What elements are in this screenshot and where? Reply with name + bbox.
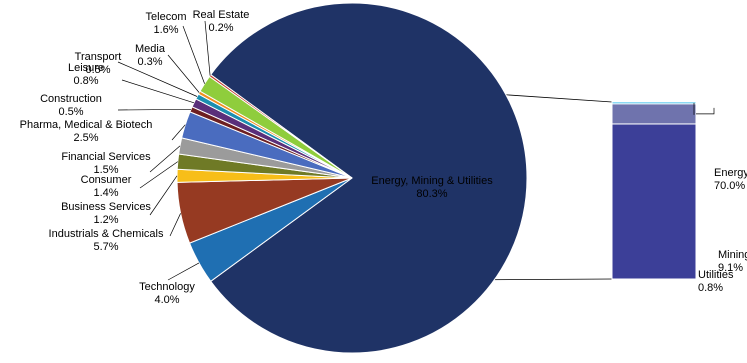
slice-label-industrials-chemicals-name: Industrials & Chemicals	[49, 228, 164, 240]
slice-label-energy-mining-utilities-value: 80.3%	[416, 188, 447, 200]
slice-label-real-estate-name: Real Estate	[193, 9, 250, 21]
slice-label-energy-mining-utilities-name: Energy, Mining & Utilities	[371, 175, 493, 187]
segment-label-mining-value: 9.1%	[718, 262, 743, 274]
slice-label-financial-services-value: 1.5%	[93, 164, 118, 176]
leader-line-pharma-medical-biotech	[171, 124, 186, 141]
segment-label-mining-name: Mining	[718, 249, 747, 261]
slice-label-telecom-value: 1.6%	[153, 24, 178, 36]
slice-label-transport-value: 0.5%	[85, 64, 110, 76]
leader-line-construction	[117, 108, 192, 111]
slice-label-pharma-medical-biotech-value: 2.5%	[73, 132, 98, 144]
leader-line-telecom	[182, 25, 205, 84]
leader-line-industrials-chemicals	[169, 213, 181, 237]
slice-label-financial-services-name: Financial Services	[61, 151, 151, 163]
slice-label-technology-value: 4.0%	[154, 294, 179, 306]
leader-line-leisure	[121, 79, 195, 104]
leader-line-mining	[696, 107, 715, 115]
leader-line-business-services	[149, 175, 178, 216]
pie	[176, 2, 528, 354]
pie-slice-energy-mining-utilities	[210, 2, 528, 354]
slice-label-telecom-name: Telecom	[146, 11, 187, 23]
slice-label-technology-name: Technology	[139, 281, 195, 293]
slice-label-leisure-value: 0.8%	[73, 75, 98, 87]
stacked-bar	[611, 101, 697, 280]
slice-label-leisure-name: Leisure	[68, 62, 104, 74]
leader-line-transport	[117, 61, 198, 97]
slice-label-pharma-medical-biotech-name: Pharma, Medical & Biotech	[20, 119, 153, 131]
slice-label-industrials-chemicals-value: 5.7%	[93, 241, 118, 253]
segment-label-energy-name: Energy	[714, 167, 747, 179]
leader-line-media	[167, 54, 200, 93]
leader-lines	[117, 20, 715, 281]
leader-line-technology	[167, 262, 200, 281]
slice-label-media-name: Media	[135, 43, 166, 55]
bar-segment-energy	[611, 123, 697, 280]
slice-label-business-services-value: 1.2%	[93, 214, 118, 226]
leader-line-financial-services	[149, 145, 181, 173]
slice-label-real-estate-value: 0.2%	[208, 22, 233, 34]
segment-label-energy-value: 70.0%	[714, 180, 745, 192]
segment-label-utilities-value: 0.8%	[698, 282, 723, 294]
bar-segment-utilities	[611, 101, 697, 105]
slice-label-transport-name: Transport	[75, 51, 122, 63]
leader-line-real-estate	[204, 20, 211, 76]
bar-segment-mining	[611, 103, 697, 125]
slice-label-business-services-name: Business Services	[61, 201, 151, 213]
leader-line-consumer	[139, 161, 179, 189]
segment-label-utilities-name: Utilities	[698, 269, 734, 281]
slice-label-construction-value: 0.5%	[58, 106, 83, 118]
slice-label-consumer-value: 1.4%	[93, 187, 118, 199]
slice-label-consumer-name: Consumer	[81, 174, 132, 186]
slice-label-construction-name: Construction	[40, 93, 102, 105]
slice-label-media-value: 0.3%	[137, 56, 162, 68]
